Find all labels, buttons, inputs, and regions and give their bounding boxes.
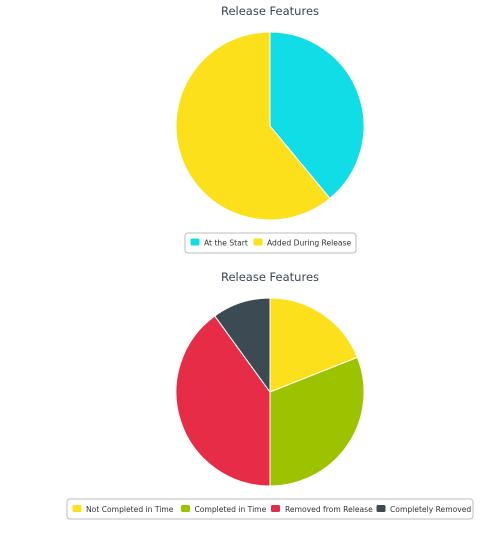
chart-title: Release Features: [221, 4, 319, 18]
pie-slice-not-completed-in-time[interactable]: [269, 297, 359, 393]
legend-swatch-not-completed-in-time: [72, 505, 82, 512]
pie-slices: [175, 31, 365, 221]
legend-label-completed-in-time[interactable]: Completed in Time: [195, 505, 267, 514]
legend-box: [184, 232, 357, 254]
legend-label-removed-from-release[interactable]: Removed from Release: [285, 505, 373, 514]
legend-swatch-added-during-release: [253, 238, 263, 246]
chart-title: Release Features: [221, 270, 319, 284]
pie-slice-added-during-release[interactable]: [175, 31, 331, 221]
legend-swatch-completely-removed: [376, 505, 386, 512]
legend-swatch-removed-from-release: [271, 505, 280, 512]
legend-label-added-during-release[interactable]: Added During Release: [267, 239, 352, 248]
legend: At the Start Added During Release: [184, 232, 357, 254]
legend-swatch-completed-in-time: [181, 505, 190, 512]
pie-slice-removed-from-release[interactable]: [175, 315, 271, 487]
legend-label-not-completed-in-time[interactable]: Not Completed in Time: [86, 505, 174, 514]
pie-slice-completely-removed[interactable]: [214, 297, 271, 394]
pie-slice-at-the-start[interactable]: [269, 31, 365, 200]
legend-box: [66, 498, 474, 520]
pie-chart-release-outcome: Release Features Not Completed in Time C…: [66, 270, 474, 520]
legend-label-at-the-start[interactable]: At the Start: [204, 239, 248, 248]
pie-slices: [175, 297, 365, 487]
pie-slice-completed-in-time[interactable]: [269, 356, 365, 487]
legend-swatch-at-the-start: [190, 238, 200, 246]
legend-label-completely-removed[interactable]: Completely Removed: [390, 505, 471, 514]
pie-chart-release-start: Release Features At the Start Added Duri…: [175, 4, 365, 254]
legend: Not Completed in Time Completed in Time …: [66, 498, 474, 520]
